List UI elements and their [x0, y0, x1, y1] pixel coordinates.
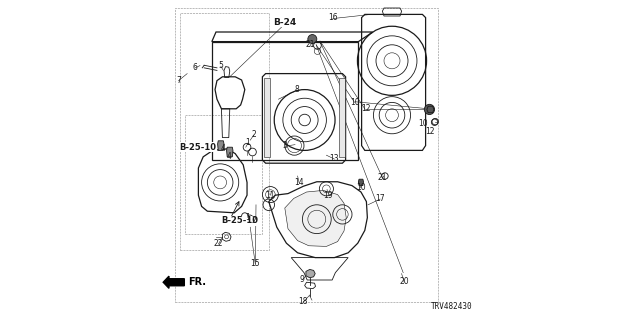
Text: 14: 14: [294, 178, 304, 187]
Text: 1: 1: [246, 138, 250, 147]
Text: 7: 7: [176, 76, 181, 84]
Text: TRV482430: TRV482430: [431, 302, 473, 311]
Polygon shape: [285, 190, 346, 246]
Text: 12: 12: [425, 127, 435, 136]
Text: 5: 5: [218, 61, 223, 70]
Text: 19: 19: [323, 191, 333, 200]
Text: 21: 21: [378, 173, 387, 182]
FancyArrow shape: [163, 276, 184, 288]
Polygon shape: [227, 147, 233, 157]
Text: 13: 13: [330, 154, 339, 163]
Text: 15: 15: [250, 260, 260, 268]
Text: 18: 18: [299, 297, 308, 306]
Polygon shape: [306, 269, 315, 278]
Text: 2: 2: [252, 130, 256, 139]
Text: 3: 3: [282, 141, 287, 150]
Text: 22: 22: [214, 239, 223, 248]
Text: B-25-10: B-25-10: [179, 143, 216, 152]
Text: 2: 2: [252, 216, 256, 225]
Polygon shape: [264, 78, 270, 157]
Text: 10: 10: [419, 119, 428, 128]
Text: 11: 11: [266, 191, 275, 200]
Polygon shape: [427, 106, 434, 113]
Text: 8: 8: [294, 85, 300, 94]
Text: 10: 10: [356, 183, 366, 192]
Text: 17: 17: [375, 194, 385, 203]
Text: 1: 1: [246, 213, 250, 222]
Text: 10: 10: [349, 98, 360, 107]
Text: 21: 21: [305, 40, 314, 49]
Text: 16: 16: [328, 13, 338, 22]
Text: 20: 20: [399, 277, 409, 286]
Text: 4: 4: [221, 144, 225, 153]
Text: 9: 9: [300, 275, 305, 284]
Text: B-25-10: B-25-10: [221, 216, 259, 225]
Polygon shape: [339, 78, 345, 157]
Circle shape: [424, 104, 435, 115]
Text: 12: 12: [361, 104, 371, 113]
Polygon shape: [358, 179, 364, 186]
Polygon shape: [218, 141, 224, 150]
Text: FR.: FR.: [188, 277, 206, 287]
Text: 4: 4: [227, 152, 232, 161]
Text: 6: 6: [193, 63, 198, 72]
Text: B-24: B-24: [273, 18, 296, 27]
Circle shape: [308, 35, 317, 44]
